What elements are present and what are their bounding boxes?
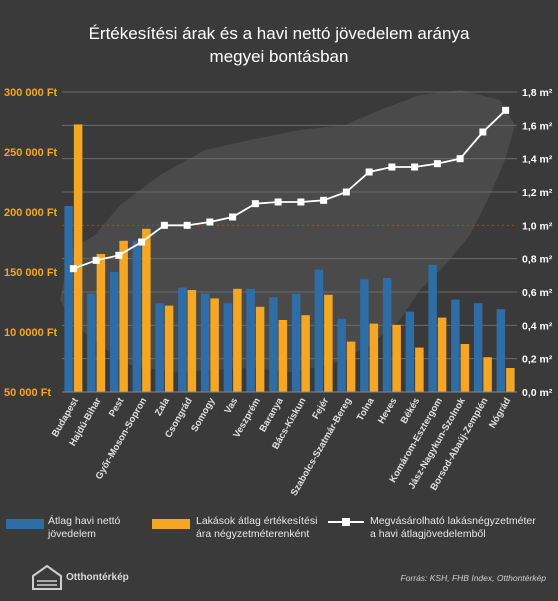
right-axis-tick-label: 0,0 m² (522, 387, 553, 399)
source-note: Forrás: KSH, FHB Index, Otthontérkép (400, 573, 546, 583)
point-sqm (69, 265, 77, 273)
bar-income (496, 309, 506, 392)
point-sqm (365, 168, 373, 176)
point-sqm (92, 256, 100, 264)
left-axis-tick-label: 50 000 Ft (4, 387, 51, 399)
bar-income (269, 297, 278, 392)
bar-income (132, 240, 142, 392)
x-category-label: Zala (153, 395, 172, 418)
line-sqm (73, 109, 507, 270)
bar-income (473, 303, 483, 392)
bar-price (324, 294, 333, 392)
point-sqm (456, 155, 464, 163)
legend-label-income: Átlag havi nettó jövedelem (48, 515, 121, 540)
right-axis-tick-label: 1,4 m² (522, 154, 553, 166)
bar-price (278, 320, 288, 392)
right-axis-tick-label: 1,0 m² (522, 220, 553, 232)
house-icon (32, 564, 62, 590)
point-sqm (251, 200, 259, 208)
bar-income (405, 311, 415, 392)
bar-price (142, 228, 151, 392)
bar-price (210, 298, 219, 392)
bar-income (314, 269, 324, 392)
left-axis-tick-label: 200 000 Ft (4, 207, 58, 219)
x-category-label: Pest (107, 395, 127, 419)
x-category-label: Nógrád (487, 396, 513, 430)
point-sqm (183, 221, 191, 229)
bar-price (392, 324, 401, 392)
point-sqm (502, 106, 510, 114)
bar-income (382, 278, 392, 392)
hungary-map-background (60, 90, 515, 372)
point-sqm (138, 238, 146, 246)
bar-income (109, 272, 119, 392)
x-category-label: Vas (223, 396, 241, 416)
legend-swatch-income (6, 519, 44, 529)
bar-income (223, 303, 233, 392)
chart-title-line1: Értékesítési árak és a havi nettó jövede… (88, 24, 470, 43)
bar-price (483, 357, 492, 392)
point-sqm (297, 198, 305, 206)
chart-title: Értékesítési árak és a havi nettó jövede… (0, 22, 558, 68)
bar-income (246, 288, 255, 392)
bar-price (119, 240, 128, 392)
bar-price (415, 347, 424, 392)
bar-income (337, 318, 346, 392)
brand-logo-text: Otthontérkép (66, 572, 129, 583)
bar-price (506, 368, 515, 392)
bar-income (87, 293, 96, 392)
point-sqm (411, 163, 419, 171)
right-axis-tick-label: 1,2 m² (522, 187, 553, 199)
bar-income (360, 279, 369, 392)
left-axis-tick-label: 300 000 Ft (4, 87, 58, 99)
bar-price (233, 288, 242, 392)
point-sqm (206, 218, 214, 226)
point-sqm (115, 251, 123, 259)
bar-price (255, 306, 265, 392)
right-axis-tick-label: 0,8 m² (522, 254, 553, 266)
right-axis-tick-label: 0,4 m² (522, 320, 553, 332)
right-axis-tick-label: 0,6 m² (522, 287, 553, 299)
bar-income (64, 206, 73, 392)
x-category-label: Heves (376, 396, 400, 426)
bar-income (291, 293, 301, 392)
x-category-label: Tolna (355, 395, 377, 422)
bar-income (200, 293, 210, 392)
bar-price (369, 323, 379, 392)
right-axis-tick-label: 0,2 m² (522, 354, 553, 366)
bar-income (155, 303, 164, 392)
point-sqm (160, 221, 168, 229)
bar-price (460, 344, 470, 392)
bar-price (437, 317, 447, 392)
point-sqm (388, 163, 396, 171)
bar-price (301, 315, 310, 392)
legend-swatch-sqm (328, 518, 364, 526)
point-sqm (479, 128, 487, 136)
left-axis-tick-label: 10 0000 Ft (4, 327, 58, 339)
bar-price (164, 305, 174, 392)
x-category-label: Fejér (310, 396, 331, 421)
bar-price (346, 341, 356, 392)
x-category-label: Békés (399, 396, 423, 426)
bar-price (187, 290, 197, 392)
point-sqm (433, 160, 441, 168)
point-sqm (229, 213, 237, 221)
bar-price (73, 124, 83, 393)
legend-swatch-price (152, 519, 190, 529)
bar-income (178, 287, 187, 392)
right-axis-tick-label: 1,6 m² (522, 120, 553, 132)
legend-label-price: Lakások átlag értékesítési ára négyzetmé… (196, 515, 318, 540)
bar-price (96, 254, 106, 392)
point-sqm (320, 196, 328, 204)
chart-title-line2: megyei bontásban (209, 47, 349, 66)
bar-income (451, 299, 460, 392)
point-sqm (342, 188, 350, 196)
left-axis-tick-label: 250 000 Ft (4, 147, 58, 159)
point-sqm (274, 198, 282, 206)
legend-label-sqm: Megvásárolható lakásnégyzetméter a havi … (370, 515, 536, 540)
bar-income (428, 264, 437, 392)
right-axis-tick-label: 1,8 m² (522, 87, 553, 99)
left-axis-tick-label: 150 000 Ft (4, 267, 58, 279)
